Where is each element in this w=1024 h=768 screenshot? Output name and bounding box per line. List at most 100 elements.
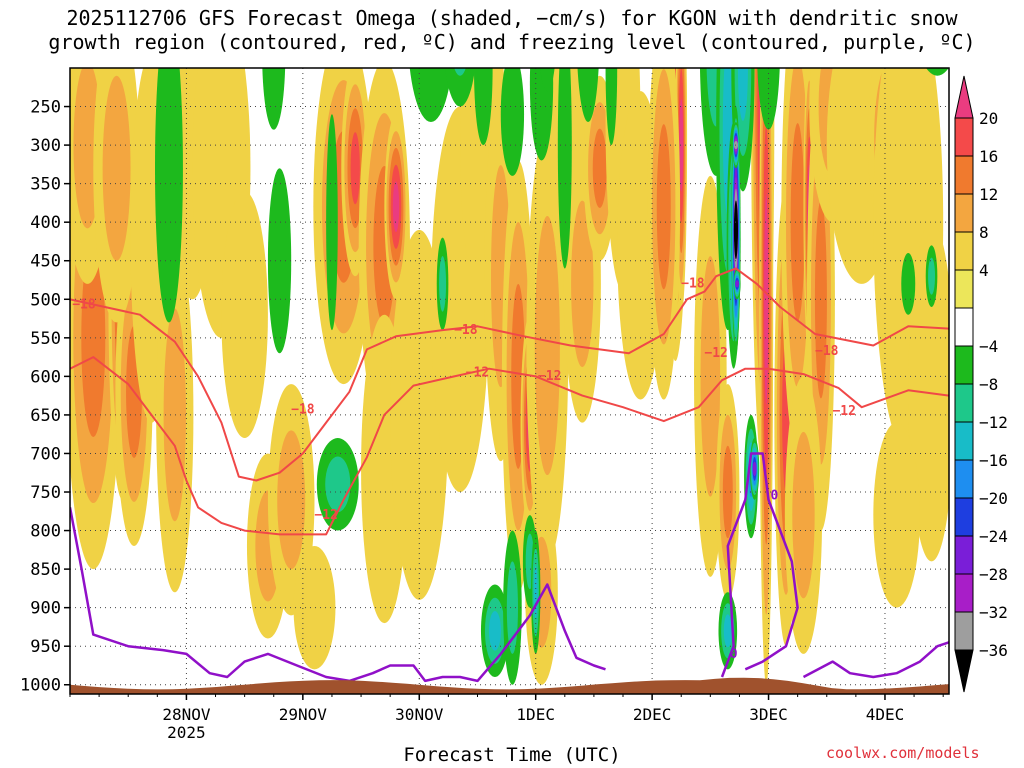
contour-label: −18 <box>815 344 839 359</box>
x-axis-label: Forecast Time (UTC) <box>403 744 621 766</box>
contour-label: 0 <box>770 489 778 504</box>
terrain-surface <box>70 677 949 694</box>
y-tick-label: 950 <box>30 637 61 657</box>
omega-cell <box>784 376 823 654</box>
colorbar-label: 8 <box>979 223 989 242</box>
omega-contour-fill <box>901 253 916 315</box>
title-line-1: 2025112706 GFS Forecast Omega (shaded, −… <box>66 6 958 30</box>
omega-cell <box>925 245 938 307</box>
omega-contour-fill <box>790 123 805 322</box>
contour-line <box>70 356 949 536</box>
colorbar-label: −32 <box>979 603 1008 622</box>
colorbar-segment <box>954 117 974 157</box>
omega-contour-fill <box>926 68 949 76</box>
omega-contour-fill <box>392 181 400 232</box>
y-tick-label: 800 <box>30 522 61 542</box>
contour-label: −18 <box>72 298 96 313</box>
omega-contour-fill <box>735 280 740 288</box>
omega-cell <box>647 68 681 400</box>
omega-cell <box>326 114 338 331</box>
omega-contour-fill <box>947 0 951 3</box>
omega-contour-fill <box>500 68 525 176</box>
colorbar-label: −4 <box>979 337 998 356</box>
omega-shading <box>70 0 954 685</box>
y-tick-label: 550 <box>30 329 61 349</box>
y-tick-label: 450 <box>30 252 61 272</box>
y-tick-label: 850 <box>30 560 61 580</box>
omega-cell <box>733 268 741 300</box>
credit-link[interactable]: coolwx.com/models <box>826 744 980 762</box>
colorbar-segment <box>954 421 974 461</box>
omega-contour-fill <box>928 257 936 295</box>
omega-contour-fill <box>506 561 518 654</box>
chart-title: 2025112706 GFS Forecast Omega (shaded, −… <box>0 6 1024 54</box>
contour-label: −12 <box>832 404 855 419</box>
omega-contour-fill <box>945 0 954 36</box>
colorbar-label: −36 <box>979 641 1008 660</box>
omega-contour-fill <box>571 200 594 368</box>
colorbar-label: 12 <box>979 185 998 204</box>
omega-contour-fill <box>752 461 757 477</box>
omega-contour-fill <box>454 68 466 76</box>
omega-cell <box>605 68 618 146</box>
omega-contour-fill <box>262 68 286 130</box>
contour-label: −12 <box>466 365 489 380</box>
y-tick-label: 350 <box>30 175 61 195</box>
colorbar-label: −24 <box>979 527 1008 546</box>
omega-cell <box>473 68 493 146</box>
omega-contour-fill <box>792 431 815 599</box>
omega-cell <box>908 222 949 562</box>
omega-cell <box>93 68 140 323</box>
omega-contour-fill <box>444 68 476 107</box>
omega-contour-fill <box>221 191 268 439</box>
omega-cell <box>716 384 740 600</box>
y-tick-label: 700 <box>30 444 61 464</box>
y-tick-label: 900 <box>30 599 61 619</box>
colorbar-label: −16 <box>979 451 1008 470</box>
colorbar-bottom-arrow <box>954 649 974 693</box>
omega-contour-fill <box>154 68 183 323</box>
colorbar-segment <box>954 193 974 233</box>
omega-cell <box>156 237 194 593</box>
colorbar-segment <box>954 383 974 423</box>
omega-cell <box>749 438 760 500</box>
colorbar-label: 20 <box>979 109 998 128</box>
omega-contour-fill <box>350 132 360 205</box>
omega-cell <box>732 121 740 169</box>
contour-label: −18 <box>291 402 315 417</box>
contour-label: 0 <box>730 647 738 662</box>
colorbar-segment <box>954 573 974 613</box>
x-tick-label: 2DEC <box>633 705 672 724</box>
y-tick-label: 750 <box>30 483 61 503</box>
y-tick-label: 650 <box>30 406 61 426</box>
contour-label: −12 <box>704 346 727 361</box>
omega-cell <box>847 0 866 53</box>
omega-cell <box>901 253 916 315</box>
colorbar-segment <box>954 611 974 651</box>
omega-contour-fill <box>947 0 951 11</box>
omega-contour-fill <box>722 445 733 539</box>
colorbar-segment <box>954 155 974 195</box>
omega-cell <box>436 237 449 331</box>
omega-contour-fill <box>534 216 560 476</box>
y-tick-label: 1000 <box>20 676 61 696</box>
contour-line <box>70 267 949 482</box>
colorbar-segment <box>954 535 974 575</box>
omega-contour-fill <box>679 98 684 192</box>
x-tick-year: 2025 <box>167 723 206 742</box>
omega-contour-fill <box>605 68 618 146</box>
omega-cell <box>409 68 453 122</box>
omega-cell <box>540 68 555 92</box>
contours: −18 −18 −18 −18 −18 −12 −12 −12 −12 −12 0 0 <box>70 267 949 683</box>
x-tick-label: 4DEC <box>866 705 905 724</box>
omega-cell <box>267 168 292 354</box>
colorbar-label: −12 <box>979 413 1008 432</box>
omega-contour-fill <box>293 545 336 670</box>
title-line-2: growth region (contoured, red, ºC) and f… <box>48 30 976 54</box>
contour-line <box>720 452 799 678</box>
omega-contour-fill <box>81 238 106 437</box>
omega-cell <box>759 68 774 685</box>
x-tick-label: 28NOV <box>162 705 211 724</box>
omega-cell <box>557 68 572 269</box>
